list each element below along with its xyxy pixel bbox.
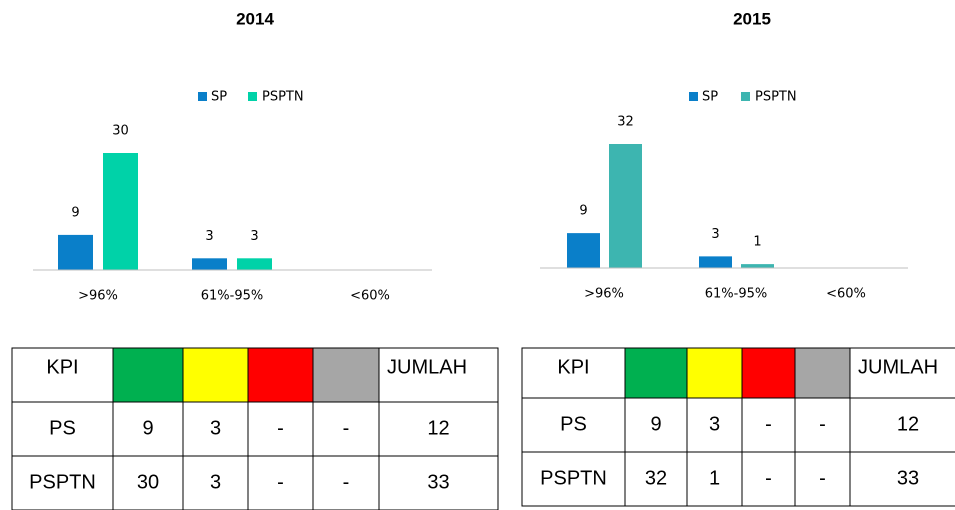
- table-cell-text: -: [277, 471, 284, 493]
- chart-title: 2014: [236, 9, 274, 28]
- data-label: 9: [71, 205, 79, 220]
- x-tick-label: >96%: [584, 287, 624, 302]
- table-cell-text: 33: [427, 471, 449, 493]
- table-header: JUMLAH: [387, 356, 467, 378]
- table-cell-text: -: [765, 413, 772, 435]
- table-cell-text: 30: [137, 471, 159, 493]
- table-cell: [624, 347, 688, 399]
- x-tick-label: <60%: [826, 287, 866, 302]
- x-tick-label: >96%: [78, 289, 118, 304]
- table-cell: [378, 347, 499, 403]
- table-cell-text: PSPTN: [29, 471, 96, 493]
- legend-swatch: [248, 92, 257, 101]
- table-cell-text: 3: [210, 471, 221, 493]
- data-label: 30: [112, 124, 129, 139]
- table-cell: [686, 347, 743, 399]
- bar: [103, 153, 138, 270]
- bar: [609, 144, 642, 268]
- table-cell: [247, 401, 314, 457]
- table-cell: [849, 451, 955, 507]
- table-cell-text: -: [765, 467, 772, 489]
- bar: [567, 233, 600, 268]
- table-cell: [741, 347, 796, 399]
- table-cell: [849, 347, 955, 399]
- table-cell-text: 9: [142, 417, 153, 439]
- table-header: JUMLAH: [858, 356, 938, 378]
- bar: [58, 234, 93, 270]
- table-cell-text: PS: [560, 413, 587, 435]
- data-label: 9: [579, 204, 587, 219]
- table-cell-text: 32: [645, 467, 667, 489]
- table-cell: [312, 347, 380, 403]
- table-cell: [11, 401, 114, 457]
- x-tick-label: 61%-95%: [201, 289, 263, 304]
- table-cell: [686, 451, 743, 507]
- bar: [192, 258, 227, 270]
- legend-label: PSPTN: [262, 90, 304, 105]
- table-cell-text: PSPTN: [540, 467, 607, 489]
- data-label: 1: [753, 235, 761, 250]
- table-cell: [741, 397, 796, 453]
- bar: [699, 256, 732, 268]
- legend-swatch: [198, 92, 207, 101]
- legend-label: SP: [702, 90, 718, 105]
- table-cell-text: -: [819, 413, 826, 435]
- table-cell: [624, 451, 688, 507]
- legend-swatch: [741, 92, 750, 101]
- table-cell: [741, 451, 796, 507]
- table-header: KPI: [46, 356, 78, 378]
- table-cell: [849, 397, 955, 453]
- table-header: KPI: [557, 356, 589, 378]
- table-cell: [112, 455, 184, 510]
- table-cell: [11, 455, 114, 510]
- table-cell-text: 9: [650, 413, 661, 435]
- table-cell: [378, 455, 499, 510]
- table-cell-text: 12: [427, 417, 449, 439]
- table-cell-text: -: [343, 471, 350, 493]
- table-cell: [182, 455, 249, 510]
- table-cell-text: 12: [897, 413, 919, 435]
- table-cell: [794, 451, 851, 507]
- legend-swatch: [689, 92, 698, 101]
- table-cell-text: 33: [897, 467, 919, 489]
- table-cell: [794, 347, 851, 399]
- table-cell: [794, 397, 851, 453]
- table-cell-text: 1: [709, 467, 720, 489]
- table-cell-text: -: [343, 417, 350, 439]
- table-cell-text: PS: [49, 417, 76, 439]
- data-label: 3: [205, 229, 213, 244]
- legend-label: PSPTN: [755, 90, 797, 105]
- table-cell-text: -: [819, 467, 826, 489]
- table-cell: [312, 401, 380, 457]
- table-cell: [247, 347, 314, 403]
- data-label: 3: [250, 229, 258, 244]
- bar: [237, 258, 272, 270]
- x-tick-label: <60%: [350, 289, 390, 304]
- table-cell-text: -: [277, 417, 284, 439]
- data-label: 32: [617, 115, 634, 130]
- table-cell-text: 3: [210, 417, 221, 439]
- table-cell: [686, 397, 743, 453]
- table-cell: [112, 347, 184, 403]
- table-cell: [112, 401, 184, 457]
- table-cell-text: 3: [709, 413, 720, 435]
- table-cell: [182, 347, 249, 403]
- bar: [741, 264, 774, 268]
- legend-label: SP: [211, 90, 227, 105]
- data-label: 3: [711, 227, 719, 242]
- table-cell: [11, 347, 114, 403]
- chart-title: 2015: [733, 9, 771, 28]
- x-tick-label: 61%-95%: [705, 287, 767, 302]
- table-cell: [521, 451, 626, 507]
